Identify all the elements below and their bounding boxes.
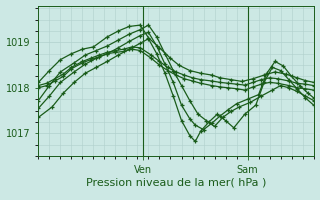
X-axis label: Pression niveau de la mer( hPa ): Pression niveau de la mer( hPa ): [86, 178, 266, 188]
